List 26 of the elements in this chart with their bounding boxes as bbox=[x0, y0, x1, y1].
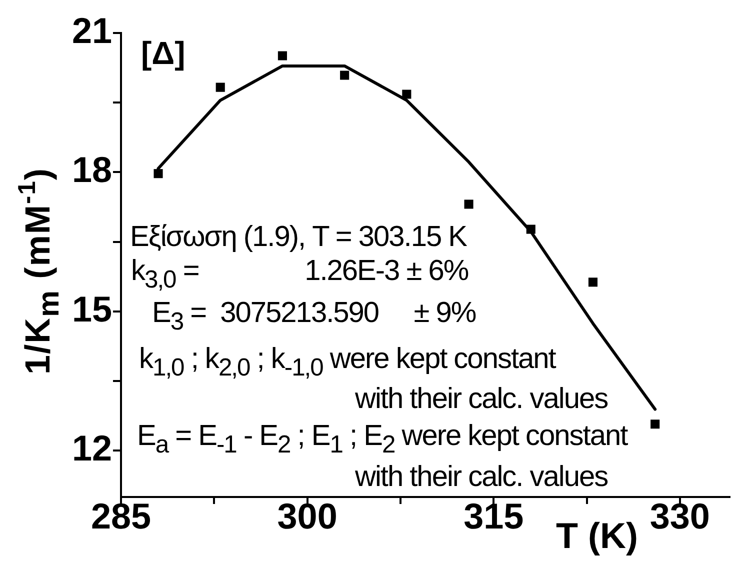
y-tick-label: 21 bbox=[72, 10, 112, 51]
point bbox=[402, 90, 412, 99]
point bbox=[526, 224, 536, 234]
x-tick-label: 285 bbox=[90, 496, 152, 537]
point bbox=[216, 82, 225, 92]
annotation: with their calc. values bbox=[355, 461, 608, 493]
y-tick-label: 15 bbox=[72, 288, 112, 330]
point bbox=[650, 420, 660, 429]
point bbox=[278, 51, 287, 60]
point bbox=[154, 169, 163, 178]
x-tick-label: 330 bbox=[650, 496, 710, 537]
point bbox=[464, 200, 474, 209]
annotation: [Δ] bbox=[141, 35, 186, 71]
x-tick-label: 300 bbox=[277, 496, 338, 537]
x-axis-title: T (K) bbox=[556, 515, 638, 556]
y-tick-label: 18 bbox=[72, 149, 112, 190]
point bbox=[340, 70, 350, 80]
point bbox=[588, 278, 598, 287]
annotation: k$_{1,0}$ ; k$_{2,0}$ ; k$_{-1,0}$ were kept constant bbox=[139, 343, 556, 382]
annotation: with their calc. values bbox=[355, 383, 608, 415]
annotation: Εξίσωση (1.9), T = 303.15 K bbox=[130, 221, 466, 253]
y-tick-label: 12 bbox=[72, 428, 112, 469]
annotation: E$_{3}$ = 3075213.590 ± 9% bbox=[152, 297, 476, 336]
text: E$_{a}$ = E$_{-1}$ - E$_{2}$ ; E$_{1}$ ; E$_{2}$ were kept constant bbox=[137, 420, 628, 458]
x-tick-label: 315 bbox=[464, 496, 524, 537]
annotation: k$_{3,0}$ = 1.26E-3 ± 6% bbox=[131, 255, 468, 294]
